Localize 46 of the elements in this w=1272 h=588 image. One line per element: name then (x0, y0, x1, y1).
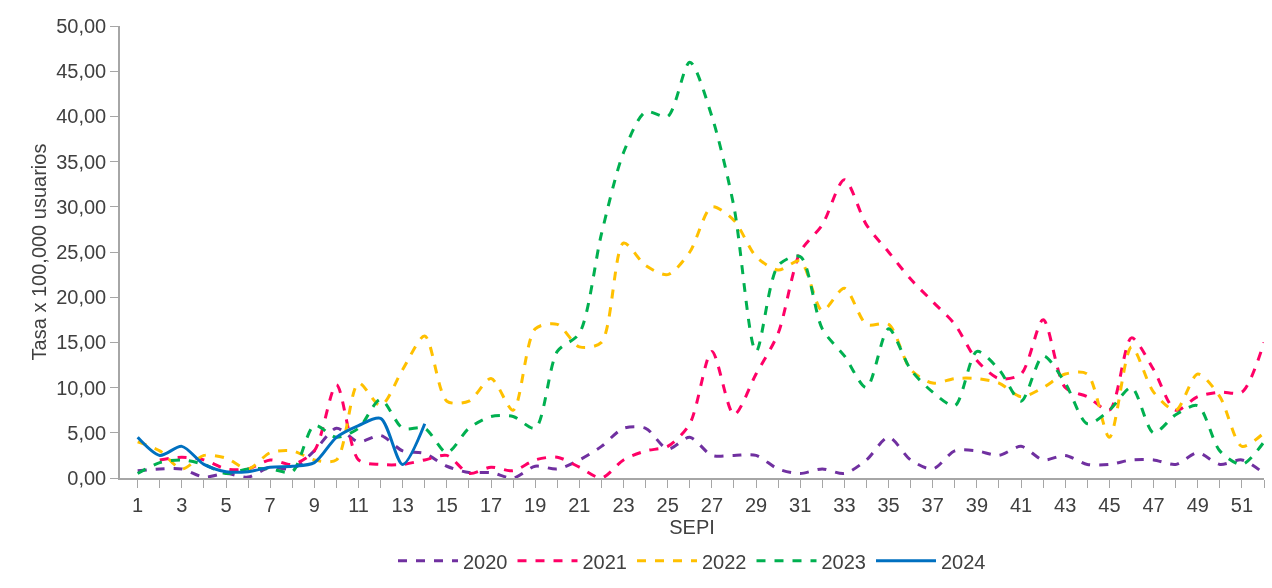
x-tick-label: 11 (348, 493, 369, 516)
x-tick-label: 33 (833, 493, 856, 516)
x-tick-label: 49 (1186, 493, 1209, 516)
x-tick-label: 5 (220, 493, 232, 516)
x-tick-label: 43 (1054, 493, 1077, 516)
x-tick-label: 27 (700, 493, 724, 516)
line-series (136, 416, 427, 474)
x-tick-label: 41 (1009, 493, 1033, 516)
y-tick-label: 45,00 (56, 60, 107, 83)
y-tick-label: 35,00 (56, 150, 107, 173)
y-tick-label: 40,00 (56, 105, 107, 128)
legend-label: 2023 (821, 550, 866, 573)
x-tick-label: 47 (1142, 493, 1165, 516)
y-tick-label: 0,00 (67, 467, 107, 489)
x-tick-label: 45 (1098, 493, 1121, 516)
legend-label: 2020 (463, 550, 508, 573)
y-tick-label: 50,00 (56, 15, 107, 37)
legend-label: 2022 (702, 550, 747, 573)
y-tick-label: 15,00 (56, 331, 107, 354)
x-tick-label: 51 (1230, 493, 1254, 516)
x-tick-label: 29 (744, 493, 768, 516)
x-tick-label: 21 (568, 493, 591, 516)
line-series (136, 60, 1264, 475)
x-tick-label: 37 (921, 493, 944, 516)
x-tick-label: 35 (877, 493, 900, 516)
x-tick-label: 3 (176, 493, 188, 516)
x-axis-title: SEPI (669, 515, 715, 538)
x-tick-label: 9 (308, 493, 320, 516)
x-tick-label: 13 (391, 493, 414, 516)
x-tick-label: 19 (524, 493, 547, 516)
x-tick-label: 1 (132, 493, 144, 516)
y-tick-label: 25,00 (56, 241, 107, 263)
x-tick-label: 7 (264, 493, 276, 516)
y-tick-label: 20,00 (56, 286, 107, 309)
x-tick-label: 17 (479, 493, 503, 516)
x-tick-label: 25 (656, 493, 679, 516)
x-tick-label: 39 (965, 493, 989, 516)
x-tick-label: 31 (789, 493, 812, 516)
y-tick-label: 10,00 (56, 376, 107, 399)
legend-label: 2021 (582, 550, 627, 573)
y-axis-title: Tasa x 100,000 usuarios (28, 143, 51, 361)
legend-label: 2024 (941, 550, 986, 573)
y-tick-label: 30,00 (56, 195, 107, 218)
x-tick-label: 23 (612, 493, 635, 516)
x-tick-label: 15 (435, 493, 458, 516)
y-tick-label: 5,00 (67, 421, 107, 444)
